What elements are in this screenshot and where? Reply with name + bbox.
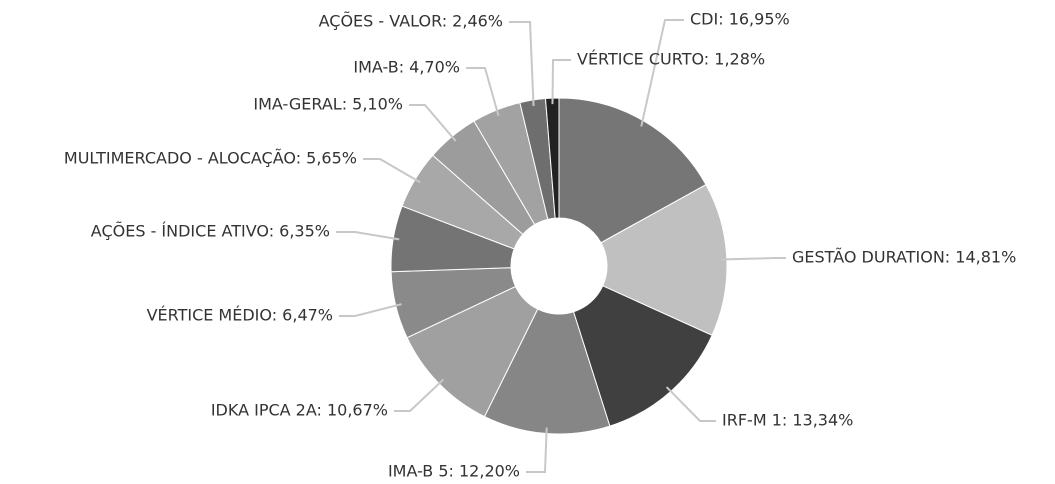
leader-line (394, 378, 445, 412)
slice-label: VÉRTICE MÉDIO: 6,47% (147, 306, 333, 325)
pie-slice (544, 97, 560, 219)
slice-label: AÇÕES - VALOR: 2,46% (319, 12, 503, 31)
leader-line (720, 257, 786, 261)
leader-line (509, 21, 535, 107)
slice-label: IMA-B: 4,70% (353, 58, 460, 77)
leader-line (640, 19, 684, 127)
slice-label: IMA-B 5: 12,20% (388, 462, 520, 481)
leader-line (336, 231, 400, 241)
leader-line (409, 104, 457, 142)
slice-label: IDKA IPCA 2A: 10,67% (211, 401, 388, 420)
pie-slice (600, 183, 728, 336)
slice-label: VÉRTICE CURTO: 1,28% (577, 50, 765, 69)
leader-line (466, 67, 500, 116)
leader-line (665, 386, 716, 422)
pie-slice (572, 285, 713, 427)
slice-label: IRF-M 1: 13,34% (722, 411, 853, 430)
slice-label: CDI: 16,95% (690, 10, 790, 29)
slice-label: AÇÕES - ÍNDICE ATIVO: 6,35% (91, 222, 330, 241)
slice-label: MULTIMERCADO - ALOCAÇÃO: 5,65% (64, 149, 357, 168)
leader-line (339, 303, 402, 317)
pie-slice (483, 308, 611, 435)
leader-line (363, 158, 421, 184)
slice-label: GESTÃO DURATION: 14,81% (792, 248, 1016, 267)
leader-line (526, 427, 548, 473)
slice-label: IMA-GERAL: 5,10% (253, 95, 403, 114)
leader-line (551, 59, 571, 105)
pie-slice (558, 97, 707, 244)
